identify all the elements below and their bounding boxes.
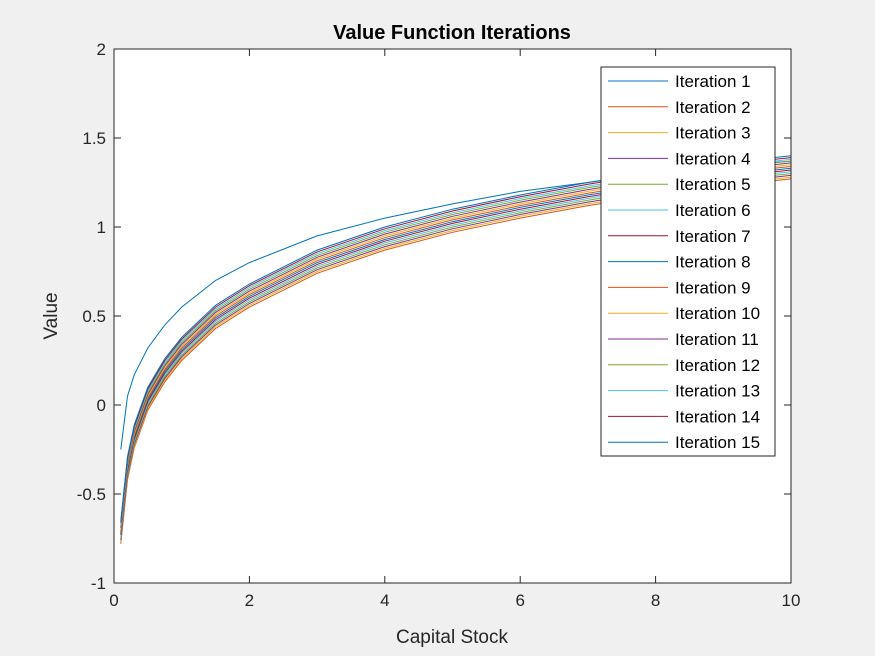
y-tick-label: 1.5: [82, 129, 106, 148]
y-axis-label: Value: [41, 292, 62, 339]
x-tick-label: 0: [109, 591, 118, 610]
x-axis-label: Capital Stock: [396, 627, 508, 648]
x-tick-label: 8: [651, 591, 660, 610]
legend-label-14: Iteration 14: [675, 407, 760, 426]
legend-label-3: Iteration 3: [675, 124, 751, 143]
chart-title: Value Function Iterations: [333, 22, 571, 44]
tick-layer: 0 2 4 6 8 10 -1 -0.5 0 0.5 1 1.5 2: [77, 40, 801, 610]
y-tick-label: 2: [97, 40, 106, 59]
x-tick-label: 2: [245, 591, 254, 610]
y-tick-label: 0.5: [82, 307, 106, 326]
x-tick-label: 6: [515, 591, 524, 610]
legend-label-5: Iteration 5: [675, 175, 751, 194]
legend-label-4: Iteration 4: [675, 149, 751, 168]
legend-label-12: Iteration 12: [675, 356, 760, 375]
y-tick-label: -0.5: [77, 485, 106, 504]
y-tick-label: -1: [91, 574, 106, 593]
y-tick-label: 1: [97, 218, 106, 237]
legend-label-15: Iteration 15: [675, 433, 760, 452]
legend-label-11: Iteration 11: [675, 330, 759, 349]
legend: Iteration 1 Iteration 2 Iteration 3 Iterati…: [600, 66, 776, 457]
x-tick-label: 4: [380, 591, 389, 610]
legend-label-2: Iteration 2: [675, 98, 751, 117]
legend-label-1: Iteration 1: [675, 72, 751, 91]
legend-label-7: Iteration 7: [675, 227, 751, 246]
legend-label-13: Iteration 13: [675, 382, 760, 401]
legend-label-8: Iteration 8: [675, 253, 751, 272]
x-tick-label: 10: [782, 591, 801, 610]
legend-label-9: Iteration 9: [675, 278, 751, 297]
legend-label-10: Iteration 10: [675, 304, 760, 323]
legend-items: Iteration 1 Iteration 2 Iteration 3 Iterati…: [608, 72, 760, 452]
y-tick-label: 0: [97, 396, 106, 415]
legend-label-6: Iteration 6: [675, 201, 751, 220]
